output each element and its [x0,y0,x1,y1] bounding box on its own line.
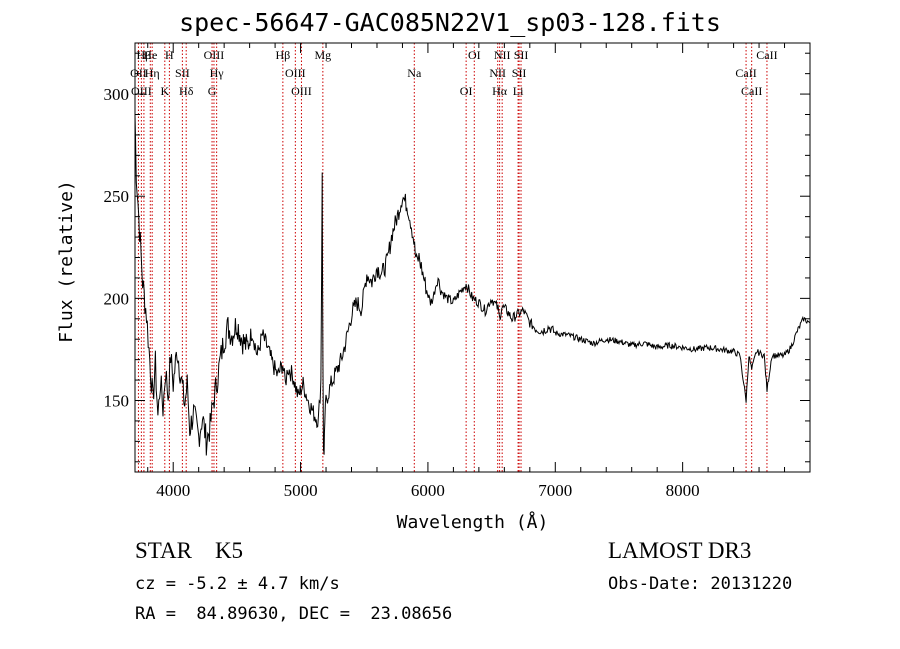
line-marker-label-4: Hη [145,66,160,80]
x-axis-label: Wavelength (Å) [397,511,549,533]
y-tick-label: 300 [104,85,130,104]
y-tick-label: 200 [104,289,130,308]
line-marker-label-26: CaII [741,84,762,98]
y-tick-label: 150 [104,392,130,411]
line-marker-label-9: OIII [204,48,225,62]
line-marker-label-14: OIII [291,84,312,98]
line-marker-label-15: Mg [315,48,332,62]
line-marker-label-20: Hα [492,84,508,98]
line-marker-label-21: NII [494,48,511,62]
line-marker-label-11: G [208,84,217,98]
x-tick-label: 5000 [284,481,318,500]
y-axis-label: Flux (relative) [56,180,77,343]
x-tick-label: 6000 [411,481,445,500]
ra-dec-coordinates: RA = 84.89630, DEC = 23.08656 [135,604,453,624]
line-marker-label-17: OI [460,84,473,98]
line-marker-label-16: Na [407,66,422,80]
line-marker-label-19: NII [489,66,506,80]
object-classification: STAR K5 [135,538,244,563]
line-marker-label-24: SII [514,48,529,62]
line-marker-label-18: OI [468,48,481,62]
line-marker-label-27: CaII [756,48,777,62]
line-marker-label-22: SII [512,66,527,80]
line-marker-label-2: OIII [131,84,152,98]
spectrum-line [134,114,811,456]
line-marker-label-1: OII [130,66,147,80]
line-marker-label-13: OIII [285,66,306,80]
x-tick-label: 4000 [156,481,190,500]
line-marker-label-23: Li [513,84,524,98]
line-marker-label-3: He [143,48,157,62]
survey-name: LAMOST DR3 [608,538,752,563]
y-tick-label: 250 [104,187,130,206]
x-tick-label: 8000 [666,481,700,500]
line-marker-label-6: H [165,48,174,62]
line-marker-label-12: Hβ [275,48,290,62]
line-marker-label-7: SII [175,66,190,80]
observation-date: Obs-Date: 20131220 [608,574,793,594]
plot-frame [134,42,811,473]
chart-title: spec-56647-GAC085N22V1_sp03-128.fits [179,8,721,37]
line-marker-label-5: K [160,84,169,98]
line-marker-label-8: Hδ [179,84,194,98]
line-marker-label-0: Hβ [137,48,152,62]
line-marker-label-10: Hγ [210,66,225,80]
line-marker-label-25: CaII [735,66,756,80]
x-tick-label: 7000 [538,481,572,500]
redshift-cz: cz = -5.2 ± 4.7 km/s [135,574,340,594]
